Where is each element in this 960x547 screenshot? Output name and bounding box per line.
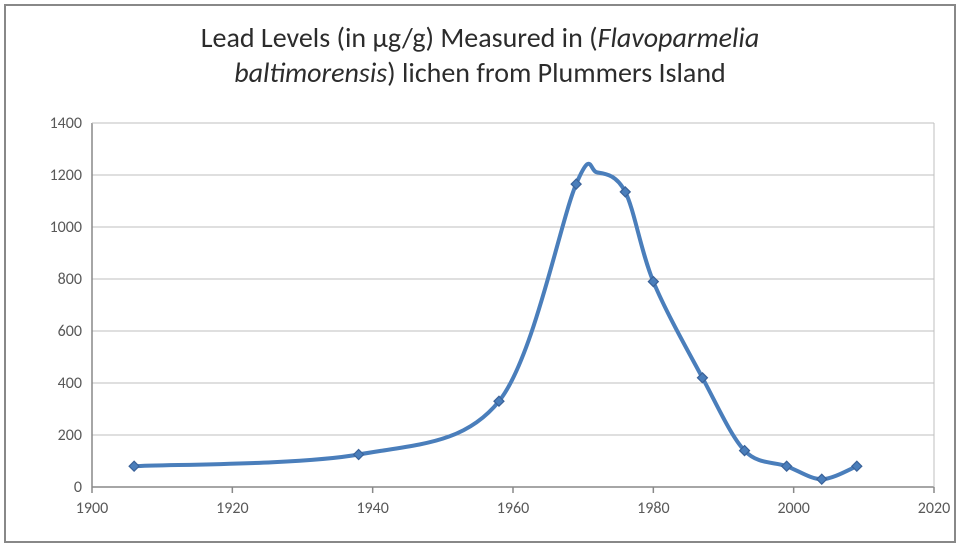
plot-svg: 0 200 400 600 800 1000 1200 1400 1900 1920 1940 196… [6, 111, 954, 541]
data-marker [817, 474, 827, 484]
x-tick-label: 2000 [777, 499, 809, 518]
y-tick-label: 0 [74, 478, 82, 497]
data-line [134, 164, 857, 479]
x-tick-label: 1920 [216, 499, 248, 518]
x-tick-label: 2020 [918, 499, 950, 518]
x-tick-label: 1900 [76, 499, 108, 518]
x-tick-label: 1940 [356, 499, 388, 518]
y-tick-label: 600 [58, 322, 82, 341]
plot-area: 0 200 400 600 800 1000 1200 1400 1900 1920 1940 196… [6, 111, 954, 541]
chart-title: Lead Levels (in μg/g) Measured in (Flavo… [6, 6, 954, 98]
chart-title-line-1: Lead Levels (in μg/g) Measured in (Flavo… [66, 20, 894, 55]
y-tick-label: 800 [58, 270, 82, 289]
y-tick-label: 200 [58, 426, 82, 445]
chart-title-line-2: baltimorensis) lichen from Plummers Isla… [66, 55, 894, 90]
data-marker [129, 461, 139, 471]
data-marker [354, 450, 364, 460]
x-tick-label: 1980 [637, 499, 669, 518]
y-tick-label: 1000 [50, 218, 82, 237]
x-tick-label: 1960 [497, 499, 529, 518]
y-tick-label: 1200 [50, 166, 82, 185]
chart-frame: Lead Levels (in μg/g) Measured in (Flavo… [4, 4, 956, 543]
y-tick-label: 1400 [50, 114, 82, 133]
y-tick-label: 400 [58, 374, 82, 393]
